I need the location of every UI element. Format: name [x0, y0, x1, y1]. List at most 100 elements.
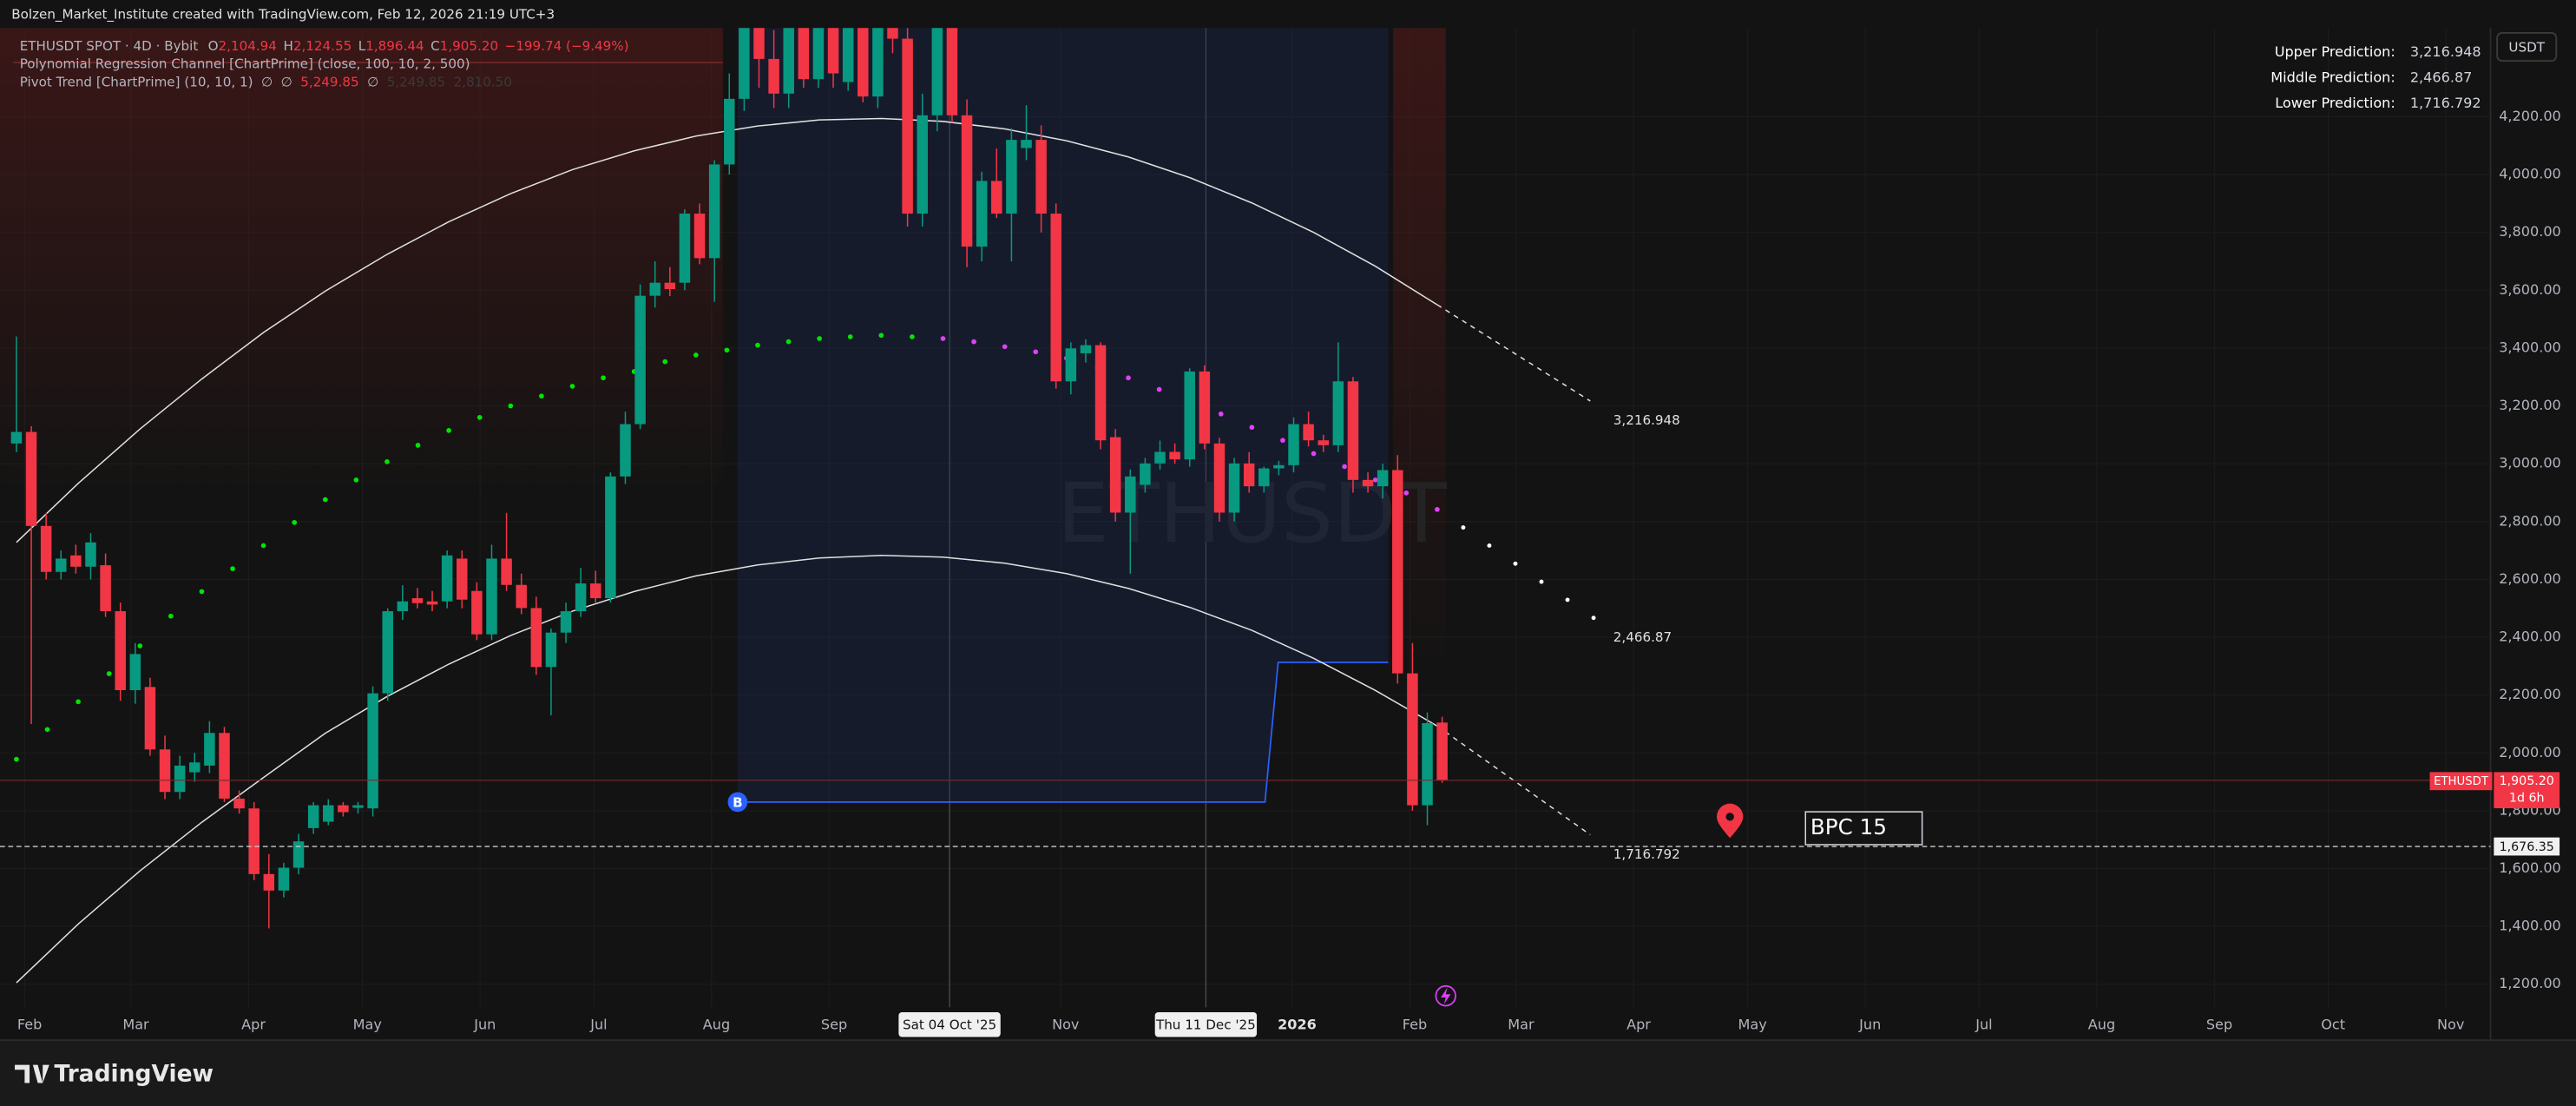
ohlc-key: O [208, 38, 219, 54]
y-tick-label: 3,200.00 [2499, 397, 2561, 413]
pivot-dot [1249, 425, 1255, 431]
note-box [1804, 811, 1923, 846]
y-tick-label: 2,000.00 [2499, 744, 2561, 760]
prediction-value: 3,216.948 [2410, 43, 2481, 60]
candle-body [411, 598, 424, 603]
candle-body [1065, 348, 1077, 382]
y-tick-label: 2,200.00 [2499, 686, 2561, 702]
candle-body [842, 28, 854, 82]
candle-body [1243, 463, 1255, 487]
prediction-dot [1565, 597, 1570, 602]
candle-body [1258, 468, 1270, 487]
pivot-dot [322, 497, 328, 503]
signal-label: B [733, 794, 743, 810]
candle-body [25, 431, 37, 526]
candle-body [1184, 371, 1195, 460]
ohlc-key: H [283, 38, 292, 54]
pivot-dot [662, 359, 668, 365]
symbol-tag-label: ETHUSDT [2434, 775, 2489, 788]
candle-body [812, 28, 825, 80]
pivot-dot [384, 459, 390, 464]
candle-body [545, 632, 557, 668]
pivot-dot [168, 613, 174, 619]
x-tick-label: May [353, 1017, 383, 1033]
candle-body [115, 611, 126, 690]
ohlc-value: 2,104.94 [219, 38, 277, 54]
prediction-label: 3,216.948 [1613, 412, 1680, 428]
symbol-legend: ETHUSDT SPOT · 4D · Bybit O2,104.94 H2,124… [20, 38, 629, 54]
prediction-value: 2,466.87 [2410, 69, 2473, 85]
x-tick-label: Oct [2321, 1017, 2345, 1033]
y-tick-label: 2,600.00 [2499, 570, 2561, 587]
candle-body [917, 115, 928, 214]
attribution: Bolzen_Market_Institute created with Tra… [11, 7, 555, 23]
currency-label[interactable]: USDT [2508, 39, 2545, 55]
event-icon-bolt [1441, 987, 1451, 1004]
pivot-dot [1126, 375, 1131, 381]
y-tick-label: 3,600.00 [2499, 281, 2561, 298]
candle-body [530, 608, 542, 668]
candle-body [1125, 476, 1136, 513]
x-tick-label: Mar [122, 1017, 149, 1033]
indicator-legend: Polynomial Regression Channel [ChartPrim… [20, 56, 470, 71]
crosshair-label: Thu 11 Dec '25 [1155, 1017, 1256, 1033]
candle-body [263, 873, 275, 891]
candle-body [961, 115, 973, 247]
pivot-dot [1218, 411, 1224, 417]
pivot-dot [106, 671, 112, 676]
pivot-dot [508, 403, 514, 409]
pivot-dot [44, 727, 50, 733]
candle-body [516, 584, 527, 609]
candle-body [679, 214, 691, 283]
x-tick-label: Feb [1403, 1017, 1427, 1033]
pivot-dot [755, 342, 760, 348]
axes: 1,200.001,400.001,600.001,800.002,000.00… [17, 108, 2561, 1037]
candle-body [1422, 722, 1433, 806]
candle-body [575, 583, 587, 612]
candle-body [605, 476, 616, 599]
candle-body [768, 58, 779, 94]
pivot-value: 5,249.85 [300, 74, 358, 89]
x-tick-label: Sep [821, 1017, 847, 1033]
x-tick-label: Jul [589, 1017, 607, 1033]
pivot-dot [1311, 451, 1317, 457]
x-tick-label: Sep [2206, 1017, 2232, 1033]
currency-button[interactable] [2496, 31, 2558, 63]
prediction-dot [1461, 525, 1466, 530]
candle-body [100, 565, 111, 612]
candle-body [1228, 463, 1240, 513]
logo: TradingView [15, 1060, 214, 1087]
candle-body [560, 611, 572, 633]
pivot-dot [785, 339, 792, 345]
candle-body [991, 181, 1002, 214]
candle-body [85, 542, 96, 567]
change: −199.74 (−9.49%) [505, 38, 629, 54]
y-tick-label: 4,000.00 [2499, 166, 2561, 182]
candle-body [724, 98, 735, 165]
y-tick-label: 1,200.00 [2499, 975, 2561, 991]
candle-body [338, 805, 349, 813]
pivot-dot [693, 352, 699, 358]
prediction-line [1436, 304, 1591, 402]
candle-body [457, 558, 468, 600]
candle-body [292, 841, 305, 868]
candle-body [1140, 463, 1151, 485]
x-tick-label: Aug [703, 1017, 730, 1033]
pivot-dot [199, 589, 205, 595]
candle-body [1199, 371, 1211, 444]
candle-body [1407, 673, 1418, 806]
pivot-value: 2,810.50 [454, 74, 512, 89]
y-tick-label: 3,400.00 [2499, 339, 2561, 355]
pivot-dot [292, 519, 298, 525]
candle-body [1436, 722, 1448, 780]
pivot-value: 5,249.85 [387, 74, 445, 89]
candle-body [233, 798, 245, 809]
ohlc-value: 1,905.20 [440, 38, 498, 54]
pivot-dot [1342, 464, 1347, 470]
pivot-dot [817, 336, 822, 341]
pivot-dot [940, 336, 946, 341]
prediction-dot [1539, 579, 1544, 584]
candle-body [1154, 451, 1166, 464]
y-tick-label: 2,400.00 [2499, 629, 2561, 645]
